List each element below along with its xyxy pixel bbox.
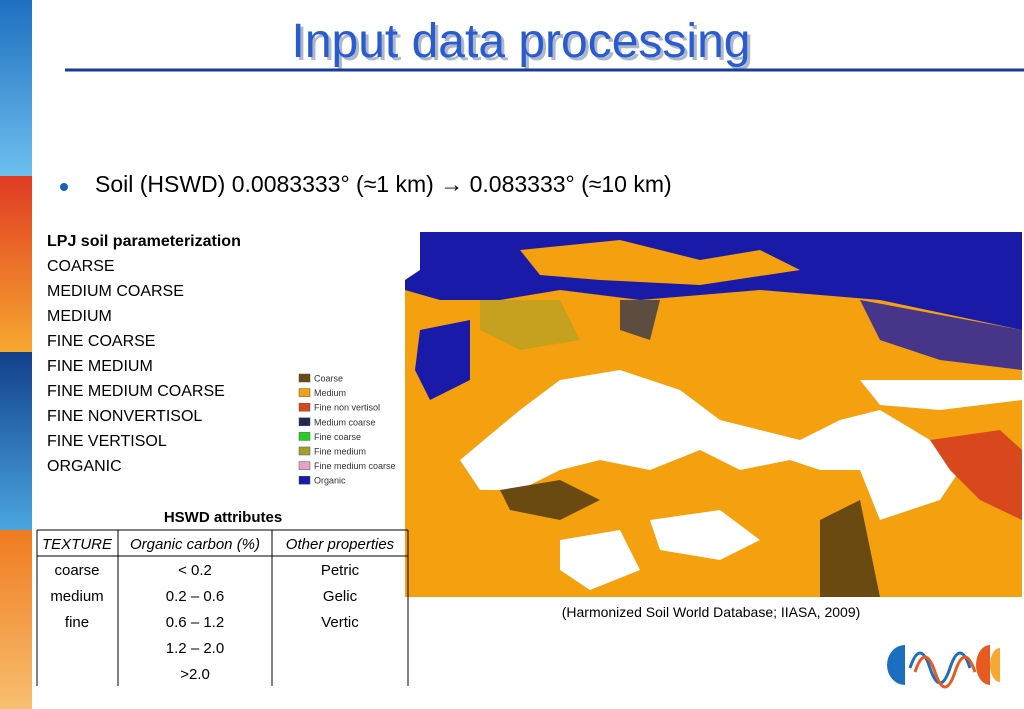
table-cell: 0.2 – 0.6 bbox=[166, 588, 224, 605]
map bbox=[405, 232, 1022, 597]
side-bar bbox=[0, 0, 32, 709]
bullet-text: Soil (HSWD) 0.0083333° (≈1 km) → 0.08333… bbox=[95, 171, 672, 197]
table-cell: >2.0 bbox=[180, 666, 210, 683]
legend-label: Medium coarse bbox=[314, 417, 376, 427]
list-heading: LPJ soil parameterization bbox=[47, 233, 241, 250]
legend-swatch bbox=[298, 373, 311, 383]
legend-swatch bbox=[298, 432, 311, 441]
table-cell: 1.2 – 2.0 bbox=[166, 640, 224, 657]
legend-label: Medium bbox=[314, 388, 346, 398]
legend-swatch bbox=[298, 402, 311, 412]
table-cell: Petric bbox=[321, 562, 360, 579]
legend-swatch bbox=[298, 417, 311, 427]
table-cell: < 0.2 bbox=[178, 562, 212, 579]
credit: (Harmonized Soil World Database; IIASA, … bbox=[562, 604, 861, 620]
logo bbox=[887, 645, 1000, 689]
legend-label: Fine medium coarse bbox=[314, 461, 396, 471]
table-cell: coarse bbox=[54, 562, 99, 579]
table-cell: medium bbox=[50, 588, 103, 605]
legend-label: Coarse bbox=[314, 374, 343, 384]
table-cell: 0.6 – 1.2 bbox=[166, 614, 224, 631]
table-header: Organic carbon (%) bbox=[130, 536, 260, 553]
list-item: ORGANIC bbox=[47, 458, 122, 475]
legend-label: Fine coarse bbox=[314, 432, 361, 442]
table-cell: Gelic bbox=[323, 588, 358, 605]
list-item: FINE COARSE bbox=[47, 333, 155, 350]
table-header: Other properties bbox=[286, 536, 395, 553]
list-item: FINE VERTISOL bbox=[47, 433, 167, 450]
title: Input data processing bbox=[292, 15, 751, 68]
legend-swatch bbox=[298, 388, 311, 397]
list-item: FINE MEDIUM COARSE bbox=[47, 383, 225, 400]
list-item: FINE NONVERTISOL bbox=[47, 408, 202, 425]
legend-label: Fine non vertisol bbox=[314, 403, 380, 413]
table-header: TEXTURE bbox=[42, 536, 113, 553]
table-cell: Vertic bbox=[321, 614, 359, 631]
table-cell: fine bbox=[65, 614, 89, 631]
list-item: MEDIUM bbox=[47, 308, 112, 325]
legend-swatch bbox=[298, 475, 311, 485]
legend-swatch bbox=[298, 461, 311, 470]
table-caption: HSWD attributes bbox=[164, 509, 282, 526]
list-item: COARSE bbox=[47, 258, 115, 275]
list-item: MEDIUM COARSE bbox=[47, 283, 184, 300]
list-item: FINE MEDIUM bbox=[47, 358, 153, 375]
bullet-dot bbox=[60, 183, 68, 191]
legend-label: Fine medium bbox=[314, 447, 366, 457]
legend-swatch bbox=[298, 446, 311, 456]
legend-label: Organic bbox=[314, 476, 346, 486]
title-shadow: Input data processing bbox=[295, 18, 754, 71]
table: TEXTURE Organic carbon (%) Other propertie… bbox=[36, 529, 409, 686]
